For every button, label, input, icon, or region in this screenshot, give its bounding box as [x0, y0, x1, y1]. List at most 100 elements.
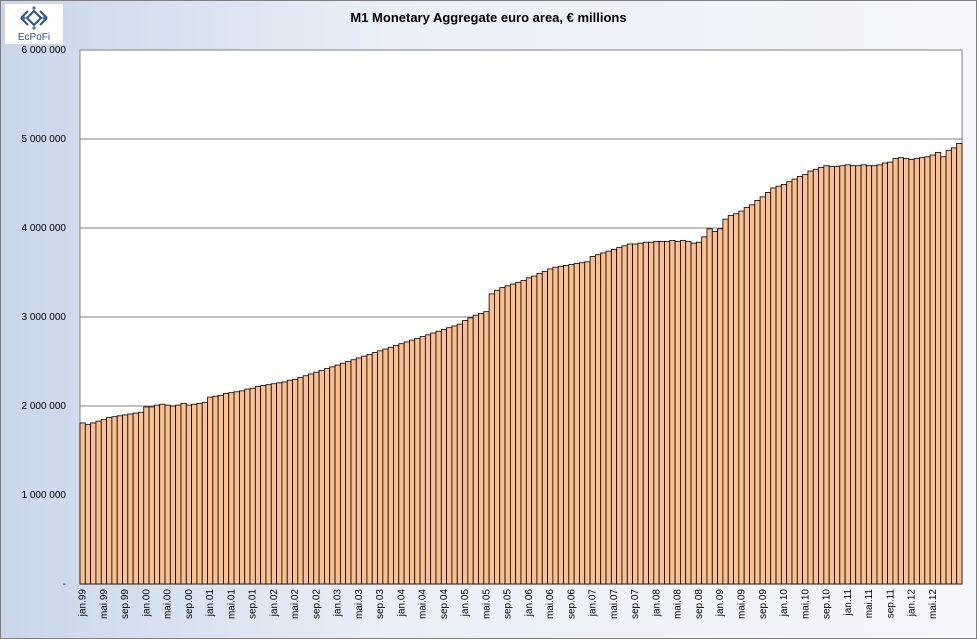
x-tick-label: mai.00: [163, 589, 174, 619]
x-tick-label: mai.08: [673, 589, 684, 619]
bar: [106, 417, 113, 585]
bar: [494, 289, 501, 585]
bar: [265, 384, 272, 585]
bar: [669, 240, 676, 585]
bar: [749, 204, 756, 585]
bar: [244, 388, 251, 585]
bar: [100, 418, 107, 585]
x-axis-ticks: jan.99 mai.99 sep.99 jan.00 mai.00 sep.00 jan.…: [78, 589, 939, 619]
bar: [212, 395, 219, 585]
bar: [929, 154, 936, 585]
bar: [116, 415, 123, 585]
x-tick-label: sep.02: [311, 589, 322, 619]
bar: [738, 210, 745, 585]
bar: [318, 369, 325, 585]
bar: [292, 378, 299, 585]
bar: [865, 165, 873, 585]
bar: [297, 377, 304, 585]
bar: [504, 285, 511, 585]
bar: [594, 254, 602, 585]
x-tick-label: jan.06: [524, 589, 535, 618]
x-tick-label: sep.08: [694, 589, 705, 619]
bar: [122, 414, 129, 585]
x-tick-label: mai.05: [481, 589, 492, 619]
y-tick-label: 5 000 000: [22, 134, 67, 145]
bar: [456, 323, 463, 585]
bar: [223, 393, 230, 585]
bar: [573, 263, 580, 585]
bar: [834, 166, 841, 585]
bar: [324, 368, 331, 585]
y-tick-label: 3 000 000: [22, 312, 67, 323]
chart-title: M1 Monetary Aggregate euro area, € milli…: [350, 10, 627, 25]
x-tick-label: jan.01: [205, 589, 216, 618]
bar: [945, 150, 952, 585]
bar: [850, 165, 857, 585]
bar: [201, 402, 208, 585]
bar: [424, 334, 432, 585]
bar: [393, 345, 400, 585]
x-tick-label: sep.11: [885, 589, 896, 619]
bar: [860, 164, 867, 585]
bar: [462, 320, 469, 585]
bar: [812, 168, 819, 585]
bar: [515, 281, 522, 585]
bar: [313, 371, 320, 585]
bar: [143, 406, 150, 585]
x-tick-label: jan.00: [141, 589, 152, 618]
bar: [621, 245, 628, 585]
x-tick-label: mai.10: [800, 589, 811, 619]
bar: [419, 336, 426, 585]
bar: [579, 262, 586, 585]
bar: [509, 283, 517, 585]
bar: [839, 165, 846, 585]
bar: [770, 187, 777, 585]
bar: [818, 167, 825, 585]
x-tick-label: sep.05: [503, 589, 514, 619]
bar: [387, 346, 394, 585]
bar: [616, 247, 623, 585]
x-tick-label: sep.07: [630, 589, 641, 619]
logo-mark-icon: [20, 6, 48, 30]
bar: [440, 329, 448, 585]
bar: [733, 213, 740, 585]
bar: [148, 406, 155, 585]
x-tick-label: mai.09: [737, 589, 748, 619]
bar: [780, 183, 788, 585]
bar: [828, 166, 835, 585]
bar: [339, 362, 347, 585]
bar: [164, 404, 171, 585]
bar: [568, 264, 575, 585]
bar: [175, 404, 182, 585]
bar: [802, 174, 809, 585]
bar: [711, 231, 718, 585]
bar: [786, 181, 793, 585]
bar: [690, 242, 697, 585]
bar: [430, 332, 437, 585]
bar: [308, 373, 315, 585]
bar: [254, 386, 262, 585]
bar: [361, 355, 368, 585]
x-tick-label: jan.11: [843, 589, 854, 617]
x-tick-label: sep.10: [822, 589, 833, 619]
bar: [467, 317, 474, 585]
bar: [446, 327, 453, 585]
bar: [956, 143, 963, 585]
ecpofi-logo: EcPoFi: [4, 3, 64, 45]
x-tick-label: mai.02: [290, 589, 301, 619]
x-tick-label: jan.07: [588, 589, 599, 618]
bar: [552, 266, 559, 585]
bar: [717, 228, 724, 585]
bar: [664, 240, 671, 585]
bar: [207, 396, 214, 585]
bar: [658, 240, 665, 585]
bar: [276, 382, 283, 585]
bar: [531, 275, 538, 585]
bar: [334, 364, 341, 585]
bar: [648, 241, 655, 585]
bar: [84, 424, 92, 585]
y-axis-ticks: - 1 000 000 2 000 000 3 000 000 4 000 000 5 0…: [22, 45, 67, 590]
bar: [754, 200, 761, 585]
bar: [228, 392, 235, 585]
bar: [940, 156, 947, 585]
